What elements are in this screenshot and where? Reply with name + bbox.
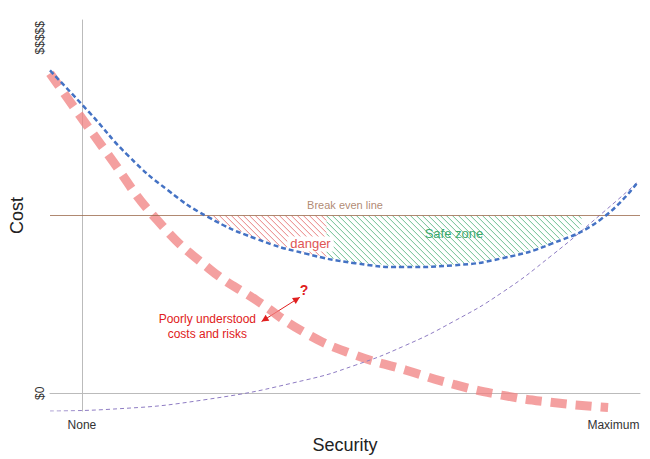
svg-text:costs and risks: costs and risks bbox=[168, 327, 247, 341]
svg-text:Break even line: Break even line bbox=[307, 199, 383, 211]
svg-text:$0: $0 bbox=[33, 386, 47, 400]
svg-text:Poorly understood: Poorly understood bbox=[159, 312, 256, 326]
svg-text:Maximum: Maximum bbox=[587, 418, 639, 432]
svg-text:Safe zone: Safe zone bbox=[425, 226, 484, 241]
svg-text:Security: Security bbox=[312, 435, 377, 455]
svg-text:$$$$$: $$$$$ bbox=[33, 21, 47, 55]
svg-text:None: None bbox=[68, 418, 97, 432]
svg-text:danger: danger bbox=[290, 236, 331, 251]
svg-text:Cost: Cost bbox=[7, 197, 27, 234]
svg-text:?: ? bbox=[300, 282, 309, 298]
